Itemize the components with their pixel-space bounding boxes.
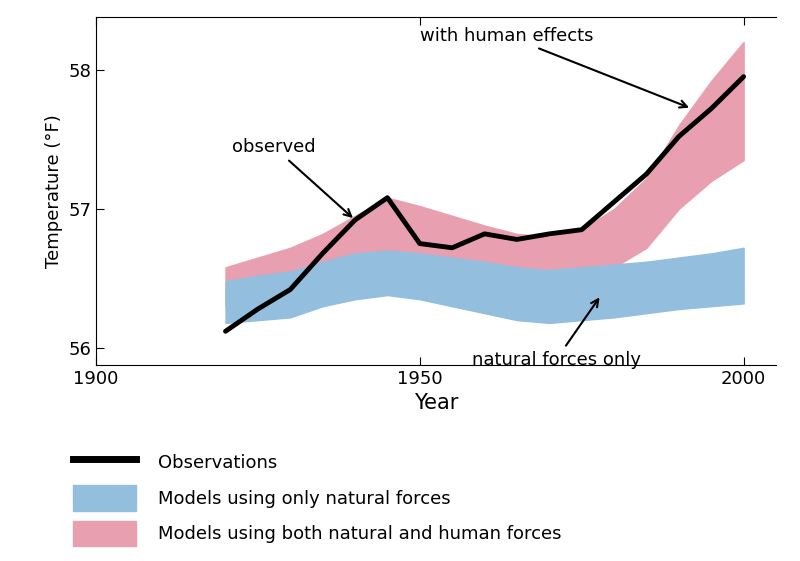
Text: observed: observed bbox=[232, 138, 351, 217]
X-axis label: Year: Year bbox=[414, 393, 458, 413]
Legend: Observations, Models using only natural forces, Models using both natural and hu: Observations, Models using only natural … bbox=[73, 450, 562, 546]
Y-axis label: Temperature (°F): Temperature (°F) bbox=[45, 114, 62, 268]
Text: natural forces only: natural forces only bbox=[472, 299, 641, 369]
Text: with human effects: with human effects bbox=[420, 27, 687, 108]
